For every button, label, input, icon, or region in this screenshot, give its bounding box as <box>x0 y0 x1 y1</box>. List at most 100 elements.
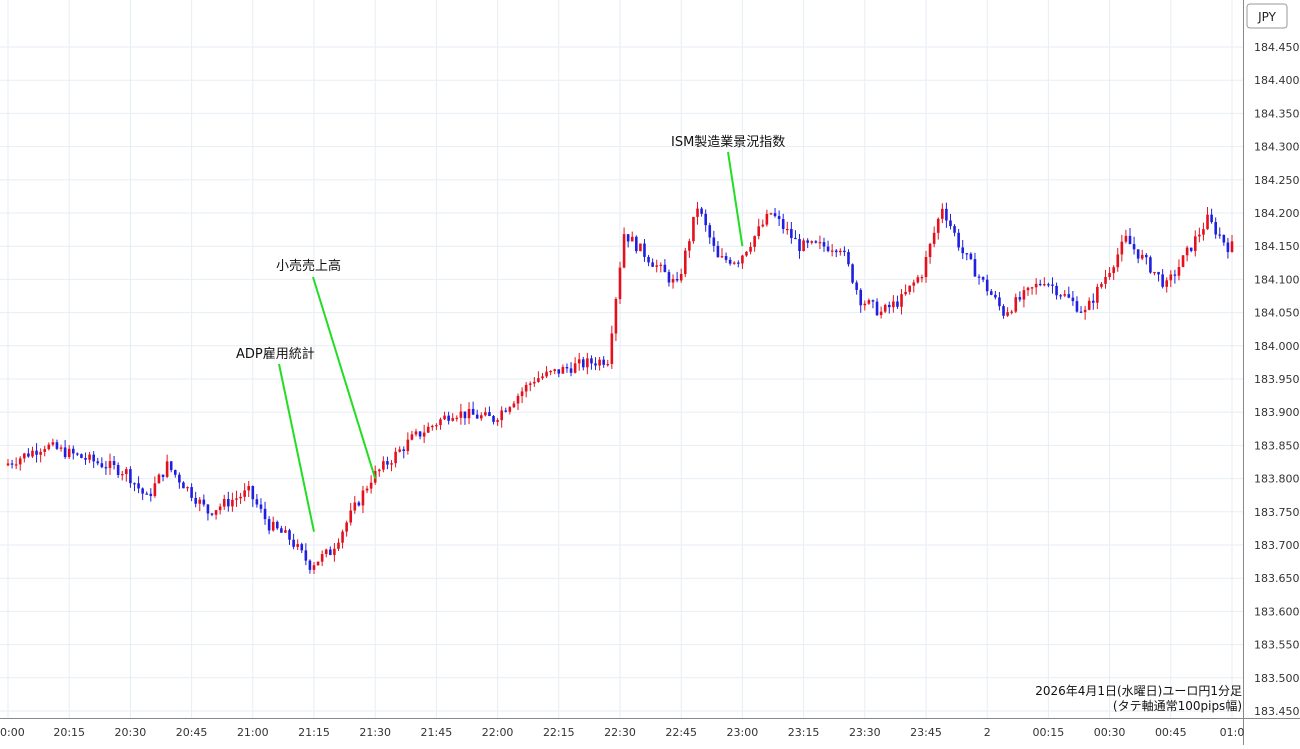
chart-subtitle: (タテ軸通常100pips幅) <box>1112 699 1242 713</box>
candle-body <box>1214 222 1217 235</box>
candle-body <box>284 530 287 533</box>
candle-body <box>524 384 528 392</box>
candle-body <box>173 470 177 475</box>
candle-body <box>545 371 548 377</box>
candle-body <box>1169 274 1173 281</box>
x-tick-label: 00:45 <box>1155 726 1187 739</box>
candle-body <box>879 311 883 316</box>
candle-body <box>659 264 663 266</box>
x-tick-label: 22:00 <box>482 726 514 739</box>
candle-body <box>1177 266 1181 276</box>
candle-body <box>908 285 911 292</box>
candle-body <box>936 218 940 233</box>
candles <box>6 201 1234 574</box>
candle-body <box>1193 236 1197 251</box>
candle-body <box>647 256 650 263</box>
candle-body <box>1096 286 1099 303</box>
candle-body <box>1079 311 1083 313</box>
y-tick-label: 183.800 <box>1254 473 1300 486</box>
candle-body <box>904 291 907 295</box>
candle-body <box>610 333 614 364</box>
candle-body <box>867 300 871 304</box>
y-tick-label: 184.400 <box>1254 74 1300 87</box>
candle-body <box>341 531 344 543</box>
candle-body <box>1181 255 1185 267</box>
candle-body <box>1002 306 1005 316</box>
candle-body <box>896 301 899 307</box>
candle-body <box>594 363 597 366</box>
annotation-label: ISM製造業景況指数 <box>671 134 785 150</box>
candle-body <box>365 488 369 491</box>
candle-body <box>206 504 210 514</box>
candle-body <box>696 208 699 217</box>
candle-body <box>92 454 95 462</box>
candle-body <box>1226 242 1230 253</box>
candle-body <box>1149 257 1152 273</box>
chart-title: 2026年4月1日(水曜日)ユーロ円1分足 <box>1035 684 1242 698</box>
candle-body <box>745 251 748 256</box>
candle-body <box>271 521 275 531</box>
candle-body <box>1161 274 1164 287</box>
x-tick-label: 20:30 <box>115 726 147 739</box>
candle-body <box>761 224 765 227</box>
y-tick-label: 184.200 <box>1254 207 1300 220</box>
y-tick-label: 184.100 <box>1254 273 1300 286</box>
x-axis-panel <box>0 718 1243 745</box>
candle-body <box>390 463 393 465</box>
candle-body <box>977 276 981 278</box>
candle-body <box>218 506 222 511</box>
candle-body <box>247 486 251 491</box>
candle-body <box>883 304 887 312</box>
candle-body <box>981 277 985 280</box>
candle-body <box>1100 283 1103 287</box>
x-tick-label: 01:0 <box>1220 726 1245 739</box>
candle-body <box>198 499 202 504</box>
x-tick-label: 21:30 <box>359 726 391 739</box>
candle-body <box>749 246 752 252</box>
candle-body <box>1112 267 1115 274</box>
candle-body <box>916 277 920 283</box>
candle-body <box>377 469 381 472</box>
candle-body <box>443 415 446 420</box>
candle-body <box>1185 247 1189 256</box>
y-tick-label: 184.000 <box>1254 340 1300 353</box>
candle-body <box>1145 254 1148 258</box>
candle-body <box>1165 280 1169 287</box>
candle-body <box>1230 241 1234 253</box>
candle-body <box>1022 290 1026 300</box>
candle-body <box>834 250 838 253</box>
candle-body <box>463 411 467 419</box>
candle-body <box>1067 294 1071 298</box>
candle-body <box>1206 214 1209 230</box>
candle-body <box>455 417 459 419</box>
candle-body <box>826 246 830 252</box>
candle-body <box>296 544 299 547</box>
candle-body <box>569 368 573 373</box>
candle-body <box>541 376 544 379</box>
candle-body <box>337 542 340 549</box>
candle-body <box>777 216 781 220</box>
candle-body <box>18 458 22 465</box>
candle-body <box>924 256 928 278</box>
candle-body <box>329 549 332 555</box>
candle-body <box>912 282 916 286</box>
candle-body <box>63 447 67 458</box>
candle-body <box>973 259 977 277</box>
candle-body <box>71 448 75 454</box>
candle-body <box>700 208 703 214</box>
x-tick-label: 2 <box>984 726 991 739</box>
candle-body <box>635 236 638 252</box>
candle-body <box>492 416 495 422</box>
candle-body <box>720 256 724 258</box>
candle-body <box>157 474 161 484</box>
y-tick-label: 183.600 <box>1254 605 1300 618</box>
y-tick-label: 183.550 <box>1254 639 1300 652</box>
candle-body <box>76 453 79 455</box>
x-tick-label: 0:00 <box>0 726 25 739</box>
y-axis-panel <box>1243 0 1300 745</box>
candle-body <box>1120 241 1124 255</box>
candle-body <box>737 262 740 264</box>
candle-body <box>1018 297 1022 300</box>
candle-body <box>675 278 679 281</box>
